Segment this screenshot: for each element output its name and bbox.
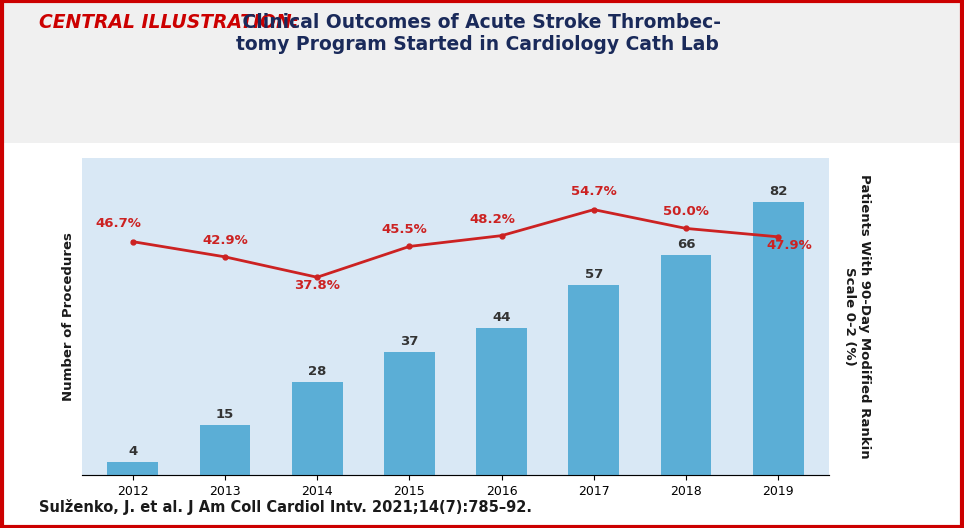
- Text: 37: 37: [400, 335, 418, 348]
- Text: 15: 15: [216, 408, 234, 421]
- Bar: [384, 352, 435, 475]
- Y-axis label: Patients With 90-Day Modified Rankin
Scale 0-2 (%): Patients With 90-Day Modified Rankin Sca…: [843, 174, 870, 459]
- Text: 46.7%: 46.7%: [95, 217, 142, 230]
- Bar: [569, 285, 619, 475]
- Text: 66: 66: [677, 238, 695, 251]
- Text: 47.9%: 47.9%: [766, 239, 813, 252]
- Text: Sulženko, J. et al. J Am Coll Cardiol Intv. 2021;14(7):785–92.: Sulženko, J. et al. J Am Coll Cardiol In…: [39, 499, 531, 515]
- Text: 4: 4: [128, 445, 137, 458]
- Text: 44: 44: [493, 312, 511, 325]
- Text: 45.5%: 45.5%: [382, 223, 428, 237]
- Bar: [107, 462, 158, 475]
- Y-axis label: Number of Procedures: Number of Procedures: [62, 232, 75, 401]
- Text: Clinical Outcomes of Acute Stroke Thrombec-
tomy Program Started in Cardiology C: Clinical Outcomes of Acute Stroke Thromb…: [236, 13, 721, 54]
- Bar: [292, 382, 342, 475]
- Text: 82: 82: [769, 185, 788, 198]
- Bar: [200, 425, 251, 475]
- Text: 54.7%: 54.7%: [571, 185, 617, 198]
- Text: 28: 28: [308, 365, 327, 378]
- Bar: [753, 202, 804, 475]
- Text: 42.9%: 42.9%: [202, 234, 248, 247]
- Bar: [476, 328, 527, 475]
- Text: 57: 57: [585, 268, 602, 281]
- Text: 50.0%: 50.0%: [663, 205, 709, 219]
- Text: 37.8%: 37.8%: [294, 279, 340, 293]
- Text: CENTRAL ILLUSTRATION:: CENTRAL ILLUSTRATION:: [39, 13, 299, 32]
- Text: 48.2%: 48.2%: [469, 213, 516, 225]
- Bar: [660, 255, 711, 475]
